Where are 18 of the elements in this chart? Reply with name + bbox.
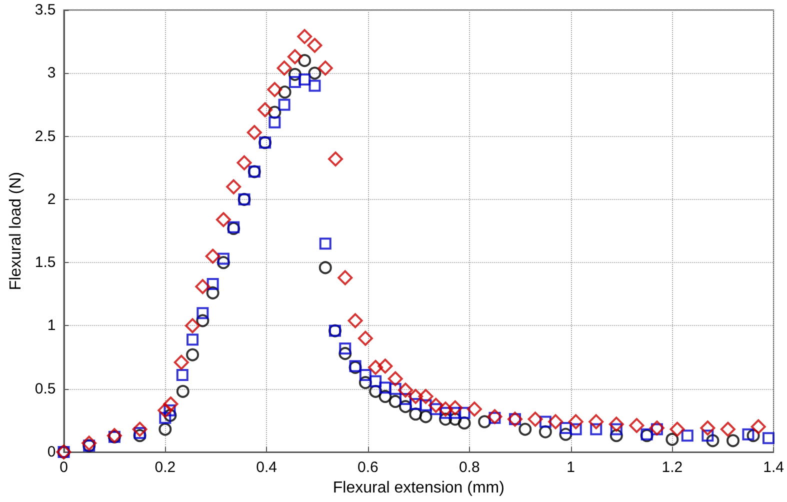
y-tick-label: 3 — [47, 64, 56, 82]
y-tick-label: 3.5 — [34, 2, 56, 18]
y-tick-label: 0.5 — [34, 380, 56, 398]
x-tick-label: 0.4 — [256, 459, 277, 476]
x-tick-label: 1.4 — [763, 459, 784, 476]
x-tick-label: 0.8 — [458, 459, 480, 476]
x-tick-label: 0 — [60, 459, 68, 476]
y-axis-title: Flexural load (N) — [8, 172, 24, 290]
y-tick-label: 1.5 — [34, 254, 56, 272]
x-tick-label: 1 — [566, 459, 575, 476]
x-tick-label: 1.2 — [662, 459, 683, 476]
x-tick-label: 0.6 — [358, 459, 378, 476]
x-axis-title: Flexural extension (mm) — [332, 479, 504, 496]
x-tick-label: 0.2 — [154, 459, 176, 476]
y-tick-label: 2.5 — [34, 128, 56, 145]
y-tick-label: 0 — [47, 444, 56, 460]
y-tick-label: 2 — [47, 190, 56, 208]
y-tick-label: 1 — [47, 317, 56, 334]
